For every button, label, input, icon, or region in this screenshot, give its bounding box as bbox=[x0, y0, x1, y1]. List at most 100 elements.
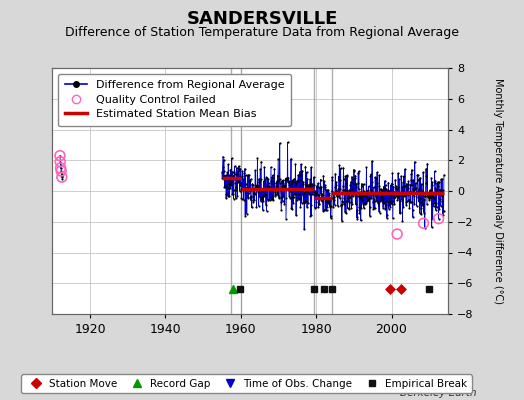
Point bbox=[364, 195, 372, 201]
Point bbox=[271, 192, 279, 199]
Point bbox=[381, 182, 390, 188]
Point bbox=[307, 212, 315, 218]
Point bbox=[279, 192, 288, 199]
Point bbox=[285, 192, 293, 199]
Point bbox=[235, 188, 244, 194]
Point bbox=[436, 186, 445, 193]
Point bbox=[222, 191, 231, 198]
Text: Difference of Station Temperature Data from Regional Average: Difference of Station Temperature Data f… bbox=[65, 26, 459, 39]
Point bbox=[232, 187, 241, 193]
Point bbox=[255, 176, 264, 183]
Point bbox=[300, 226, 309, 232]
Point bbox=[356, 194, 365, 201]
Point bbox=[377, 194, 385, 200]
Point bbox=[409, 214, 417, 220]
Point bbox=[426, 192, 434, 199]
Point bbox=[384, 199, 392, 205]
Point bbox=[406, 198, 414, 205]
Point bbox=[263, 174, 271, 181]
Point bbox=[350, 190, 358, 196]
Point bbox=[331, 170, 340, 177]
Point bbox=[235, 163, 243, 169]
Point bbox=[397, 192, 405, 199]
Point bbox=[346, 182, 355, 189]
Point bbox=[308, 190, 316, 197]
Point bbox=[293, 195, 301, 201]
Point bbox=[384, 187, 392, 194]
Point bbox=[290, 190, 298, 197]
Point bbox=[303, 189, 312, 196]
Point bbox=[232, 195, 240, 202]
Point bbox=[313, 183, 321, 189]
Point bbox=[383, 215, 391, 221]
Point bbox=[249, 198, 257, 205]
Point bbox=[343, 188, 351, 194]
Point bbox=[431, 177, 439, 184]
Point bbox=[252, 204, 260, 211]
Point bbox=[323, 204, 332, 211]
Point bbox=[275, 194, 283, 201]
Point bbox=[238, 173, 246, 179]
Point bbox=[347, 204, 355, 211]
Point bbox=[298, 187, 306, 194]
Point bbox=[286, 194, 294, 201]
Point bbox=[280, 185, 289, 191]
Point bbox=[292, 212, 300, 218]
Point bbox=[238, 168, 247, 174]
Point bbox=[339, 199, 347, 205]
Point bbox=[420, 196, 428, 203]
Point bbox=[328, 177, 336, 183]
Point bbox=[406, 188, 414, 194]
Point bbox=[380, 200, 388, 206]
Point bbox=[438, 193, 446, 199]
Point bbox=[299, 192, 307, 198]
Point bbox=[300, 199, 309, 206]
Point bbox=[370, 196, 378, 202]
Point bbox=[345, 187, 353, 193]
Point bbox=[337, 201, 346, 207]
Point bbox=[361, 200, 369, 206]
Point bbox=[336, 165, 345, 171]
Point bbox=[324, 187, 332, 193]
Point bbox=[342, 198, 350, 204]
Point bbox=[274, 192, 282, 198]
Point bbox=[316, 176, 325, 183]
Point bbox=[242, 184, 250, 191]
Point bbox=[335, 195, 344, 202]
Point bbox=[340, 176, 348, 182]
Point bbox=[220, 168, 228, 174]
Point bbox=[322, 206, 331, 213]
Point bbox=[410, 158, 419, 165]
Point bbox=[299, 180, 307, 187]
Point bbox=[278, 183, 287, 190]
Point bbox=[305, 190, 313, 197]
Point bbox=[313, 192, 322, 198]
Point bbox=[429, 192, 438, 199]
Point bbox=[239, 176, 247, 182]
Point bbox=[334, 193, 342, 200]
Point bbox=[431, 179, 439, 186]
Point bbox=[432, 204, 441, 210]
Point bbox=[269, 184, 278, 191]
Point bbox=[414, 194, 422, 200]
Point bbox=[393, 231, 401, 237]
Point bbox=[279, 180, 287, 186]
Point bbox=[355, 168, 363, 174]
Point bbox=[348, 186, 356, 193]
Point bbox=[325, 190, 333, 196]
Point bbox=[336, 186, 344, 192]
Point bbox=[432, 200, 440, 206]
Point bbox=[434, 178, 442, 185]
Point bbox=[224, 193, 232, 199]
Point bbox=[345, 206, 354, 212]
Point bbox=[321, 184, 329, 190]
Point bbox=[58, 174, 66, 180]
Point bbox=[430, 168, 439, 174]
Text: SANDERSVILLE: SANDERSVILLE bbox=[187, 10, 337, 28]
Point bbox=[397, 190, 406, 196]
Point bbox=[240, 170, 248, 176]
Point bbox=[424, 194, 432, 201]
Point bbox=[227, 182, 236, 188]
Point bbox=[426, 195, 434, 201]
Point bbox=[319, 208, 328, 214]
